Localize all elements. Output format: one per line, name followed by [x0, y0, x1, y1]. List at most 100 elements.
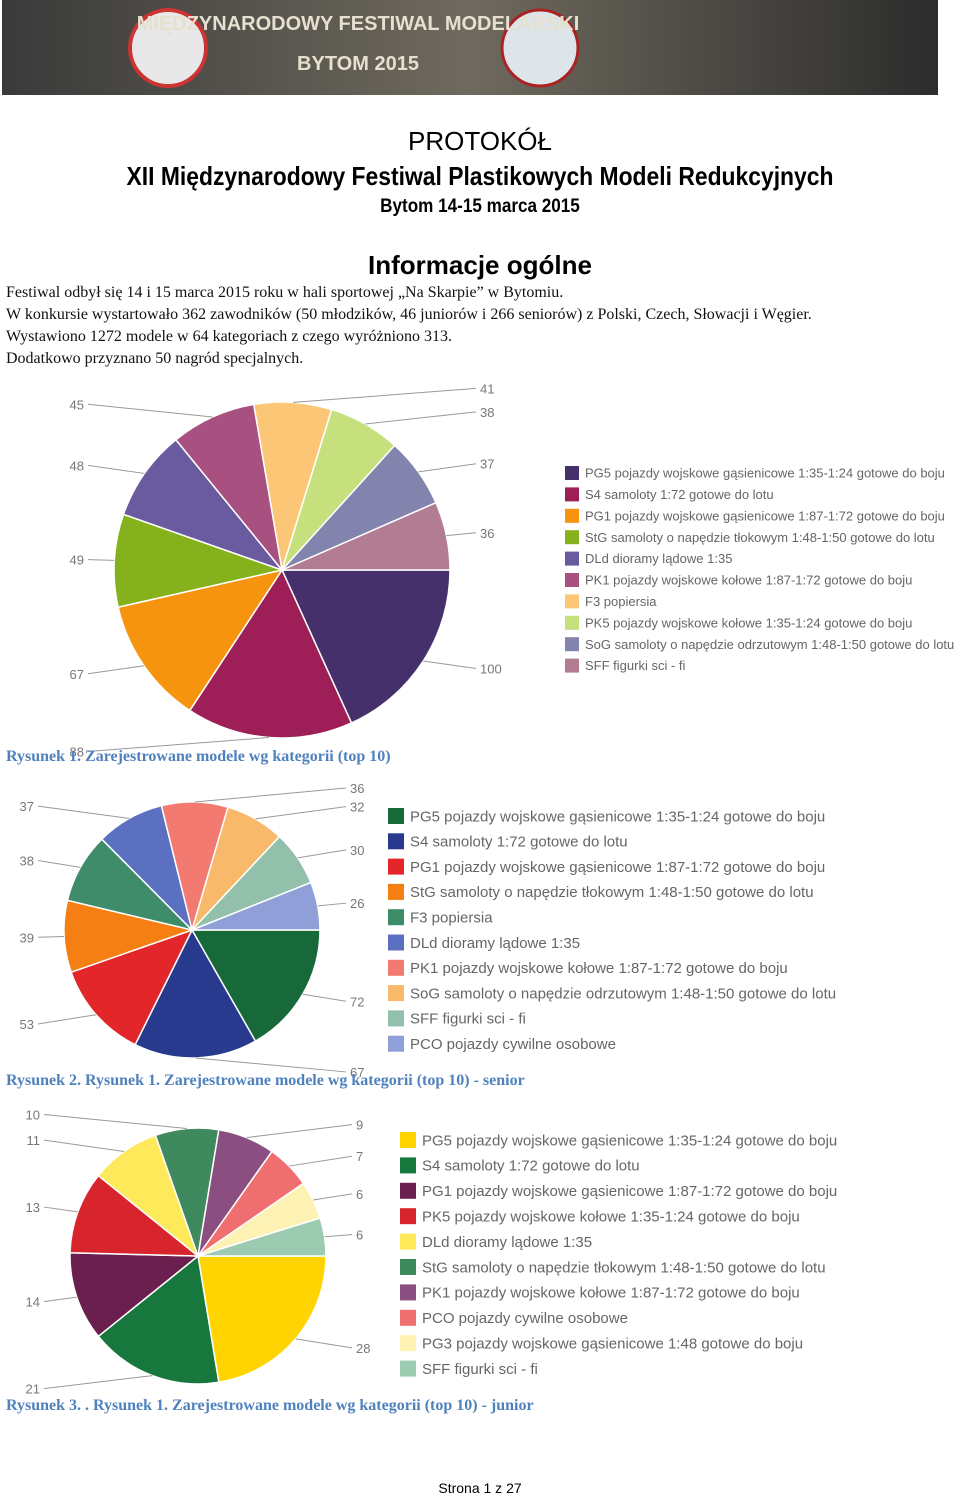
legend-label: PG5 pojazdy wojskowe gąsienicowe 1:35-1:…	[585, 466, 945, 481]
value-label: 7	[356, 1149, 363, 1164]
leader-line	[37, 805, 130, 819]
pie-slice	[69, 1252, 201, 1338]
legend-swatch	[388, 909, 404, 926]
legend-label: PK1 pojazdy wojskowe kołowe 1:87-1:72 go…	[585, 573, 912, 588]
legend-label: PG1 pojazdy wojskowe gąsienicowe 1:87-1:…	[585, 508, 945, 523]
legend-swatch	[388, 1010, 404, 1027]
value-label: 36	[350, 781, 364, 796]
legend-label: PK5 pojazdy wojskowe kołowe 1:35-1:24 go…	[585, 615, 912, 630]
leader-line	[43, 1296, 77, 1303]
value-label: 37	[20, 799, 34, 814]
value-label: 11	[27, 1133, 41, 1148]
pie-slice	[197, 1255, 327, 1384]
value-label: 6	[356, 1228, 363, 1243]
value-label: 10	[26, 1108, 40, 1123]
legend-label: SoG samoloty o napędzie odrzutowym 1:48-…	[410, 985, 836, 1002]
caption: Rysunek 2. Rysunek 1. Zarejestrowane mod…	[6, 1072, 525, 1089]
legend-swatch	[565, 530, 579, 545]
legend-label: SFF figurki sci - fi	[585, 658, 686, 673]
legend-swatch	[388, 985, 404, 1002]
value-label: 9	[356, 1118, 363, 1133]
date: Bytom 14-15 marca 2015	[380, 196, 580, 217]
banner-text: MIĘDZYNARODOWY FESTIWAL MODELARSKI	[137, 13, 580, 35]
legend-swatch	[565, 615, 579, 630]
leader-line	[418, 463, 477, 473]
leader-line	[87, 464, 145, 474]
leader-line	[43, 1375, 153, 1390]
value-label: 41	[480, 381, 494, 396]
value-label: 30	[350, 843, 364, 858]
banner-logo	[500, 8, 580, 88]
leader-line	[317, 902, 347, 907]
paragraph: Wystawiono 1272 modele w 64 kategoriach …	[6, 328, 453, 345]
leader-line	[324, 1234, 353, 1238]
legend-swatch	[388, 959, 404, 976]
value-label: 6	[356, 1187, 363, 1202]
legend-swatch	[565, 508, 579, 523]
legend-label: F3 popiersia	[585, 594, 657, 609]
legend-label: PCO pojazdy cywilne osobowe	[410, 1036, 616, 1053]
leader-line	[313, 1193, 353, 1201]
legend-swatch	[400, 1208, 416, 1225]
legend-label: PG3 pojazdy wojskowe gąsienicowe 1:48 go…	[422, 1335, 803, 1352]
banner-logo	[128, 8, 208, 88]
legend-label: PK5 pojazdy wojskowe kołowe 1:35-1:24 go…	[422, 1208, 800, 1225]
legend-label: PG5 pojazdy wojskowe gąsienicowe 1:35-1:…	[422, 1132, 837, 1149]
legend-swatch	[388, 883, 404, 900]
leader-line	[37, 860, 81, 868]
legend-swatch	[400, 1132, 416, 1148]
pie-slice	[191, 881, 321, 931]
leader-line	[255, 806, 347, 820]
legend-swatch	[400, 1157, 416, 1174]
legend-swatch	[388, 833, 404, 850]
title: PROTOKÓŁ	[407, 126, 552, 156]
pie-slice	[69, 1174, 201, 1257]
legend-swatch	[400, 1309, 416, 1326]
leader-line	[87, 737, 270, 752]
pie-slice	[197, 1217, 327, 1257]
value-label: 53	[20, 1017, 34, 1032]
legend-label: DLd dioramy lądowe 1:35	[422, 1234, 592, 1251]
legend-swatch	[400, 1182, 416, 1199]
legend-label: S4 samoloty 1:72 gotowe do lotu	[410, 834, 628, 851]
legend-swatch	[388, 858, 404, 875]
leader-line	[37, 1014, 97, 1025]
legend-swatch	[400, 1335, 416, 1352]
legend-label: PG5 pojazdy wojskowe gąsienicowe 1:35-1:…	[410, 808, 825, 825]
value-label: 38	[20, 854, 34, 869]
leader-line	[43, 1114, 187, 1129]
legend-swatch	[565, 573, 579, 587]
legend-swatch	[388, 808, 404, 824]
caption: Rysunek 1. Zarejestrowane modele wg kate…	[6, 748, 391, 765]
value-label: 28	[356, 1341, 370, 1356]
legend-swatch	[388, 934, 404, 951]
legend-swatch	[388, 1035, 404, 1052]
legend-label: PK1 pojazdy wojskowe kołowe 1:87-1:72 go…	[410, 960, 788, 977]
legend-label: StG samoloty o napędzie tłokowym 1:48-1:…	[410, 884, 814, 901]
leader-line	[87, 665, 145, 675]
value-label: 49	[70, 553, 84, 568]
leader-line	[288, 1155, 353, 1167]
value-label: 26	[350, 896, 364, 911]
pie-slice	[190, 929, 321, 1043]
paragraph: Festiwal odbył się 14 i 15 marca 2015 ro…	[6, 284, 564, 301]
legend-swatch	[565, 487, 579, 502]
pie-slice	[97, 1254, 220, 1385]
legend-label: PK1 pojazdy wojskowe kołowe 1:87-1:72 go…	[422, 1285, 800, 1302]
value-label: 48	[70, 458, 84, 473]
legend-label: PCO pojazdy cywilne osobowe	[422, 1310, 628, 1327]
section-heading: Informacje ogólne	[368, 250, 592, 280]
pie-slice	[281, 501, 451, 571]
legend-label: StG samoloty o napędzie tłokowym 1:48-1:…	[422, 1259, 826, 1276]
value-label: 39	[20, 930, 34, 945]
caption: Rysunek 3. . Rysunek 1. Zarejestrowane m…	[6, 1397, 534, 1414]
legend-swatch	[565, 594, 579, 609]
legend-swatch	[565, 637, 579, 652]
legend-label: PG1 pojazdy wojskowe gąsienicowe 1:87-1:…	[410, 859, 825, 876]
legend-swatch	[400, 1233, 416, 1250]
value-label: 36	[480, 526, 494, 541]
value-label: 38	[480, 405, 494, 420]
value-label: 32	[350, 800, 364, 815]
